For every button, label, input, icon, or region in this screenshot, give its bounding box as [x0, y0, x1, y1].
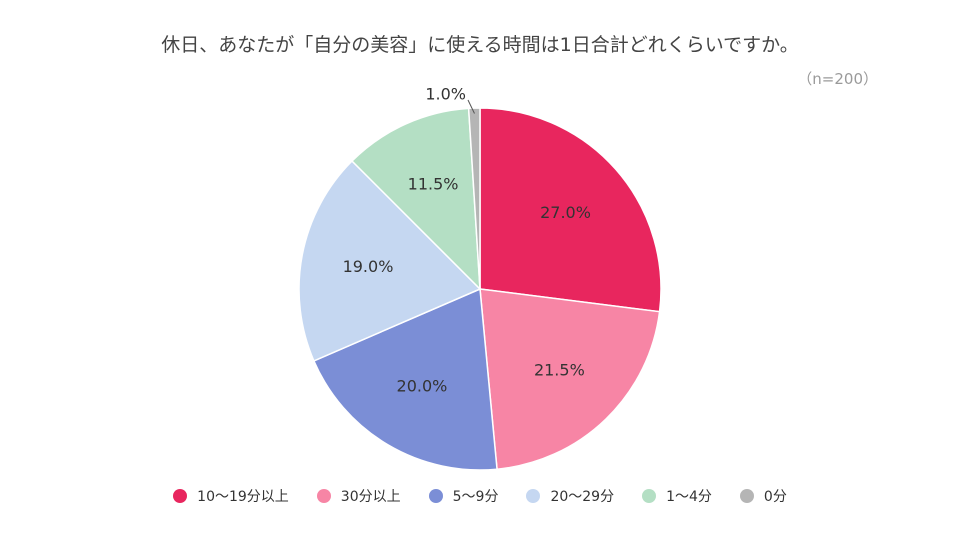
- legend-item: 20〜29分: [526, 486, 614, 506]
- legend-swatch: [526, 489, 541, 503]
- legend-item: 30分以上: [316, 486, 401, 506]
- legend-swatch: [173, 489, 188, 503]
- pie-slice: [350, 107, 481, 291]
- legend-item: 10〜19分以上: [173, 486, 289, 506]
- slice-label: 20.0%: [397, 377, 448, 396]
- legend-label: 10〜19分以上: [197, 489, 289, 505]
- pie-labels: 27.0% 21.5% 20.0% 19.0% 11.5% 1.0%: [343, 85, 591, 396]
- pie-slice: [298, 159, 482, 362]
- pie-slice: [479, 107, 662, 313]
- legend-swatch: [428, 489, 443, 503]
- legend-swatch: [739, 489, 754, 503]
- legend-swatch: [642, 489, 657, 503]
- pie-slice: [467, 107, 481, 290]
- legend-label: 20〜29分: [550, 489, 615, 505]
- slice-label: 27.0%: [540, 203, 591, 222]
- slice-label: 19.0%: [343, 257, 394, 276]
- pie-slice: [479, 288, 661, 471]
- legend-label: 5〜9分: [452, 489, 499, 505]
- legend-swatch: [316, 489, 331, 503]
- sample-size-note: （n=200）: [797, 70, 878, 88]
- legend-item: 1〜4分: [642, 486, 712, 506]
- legend: 10〜19分以上 30分以上 5〜9分 20〜29分 1〜4分 0分: [0, 486, 960, 506]
- pie-slice: [312, 287, 498, 471]
- legend-label: 1〜4分: [666, 489, 712, 505]
- slice-label: 21.5%: [534, 360, 585, 379]
- legend-label: 0分: [763, 489, 787, 505]
- chart-title: 休日、あなたが「自分の美容」に使える時間は1日合計どれくらいですか。: [161, 34, 799, 56]
- slice-label: 1.0%: [425, 85, 466, 104]
- slice-label: 11.5%: [408, 175, 459, 194]
- legend-label: 30分以上: [340, 489, 401, 505]
- legend-item: 5〜9分: [428, 486, 499, 506]
- legend-item: 0分: [739, 486, 787, 506]
- leader-line: [467, 99, 475, 114]
- pie-slices: [298, 107, 662, 471]
